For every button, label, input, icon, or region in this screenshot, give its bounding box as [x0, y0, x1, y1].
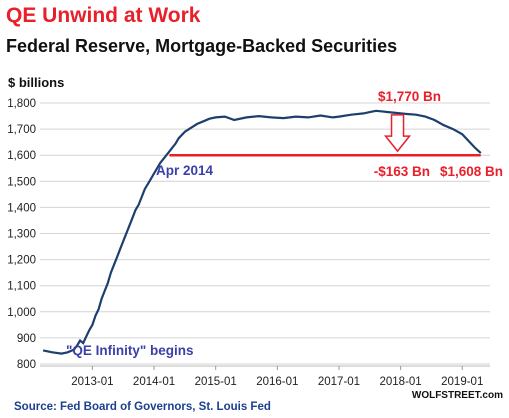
x-tick-label: 2014-01: [133, 376, 175, 388]
annotation-decline: -$163 Bn: [374, 164, 430, 179]
annotation-peak-value: $1,770 Bn: [378, 89, 441, 104]
gridlines: [40, 102, 490, 367]
y-tick-label: 900: [17, 333, 36, 345]
x-tick-label: 2015-01: [195, 376, 237, 388]
series-line: [42, 109, 482, 355]
x-tick-label: 2018-01: [380, 376, 422, 388]
x-tick-labels: 2013-01 2014-01 2015-01 2016-01 2017-01 2018-…: [71, 366, 483, 388]
y-tick-label: 800: [17, 359, 36, 371]
y-tick-labels: 800 900 1,000 1,100 1,200 1,300 1,400 1,500 1,60…: [7, 98, 36, 371]
y-tick-label: 1,800: [7, 98, 36, 110]
annotation-qe-infinity: "QE Infinity" begins: [66, 343, 194, 358]
x-tick-label: 2019-01: [441, 376, 483, 388]
y-tick-label: 1,100: [7, 281, 36, 293]
annotations: $1,770 Bn $1,608 Bn -$163 Bn Apr 2014 "QE In…: [66, 89, 503, 358]
source-note: Source: Fed Board of Governors, St. Loui…: [14, 401, 271, 413]
x-tick-label: 2017-01: [318, 376, 360, 388]
y-tick-label: 1,600: [7, 150, 36, 162]
y-tick-label: 1,200: [7, 255, 36, 267]
x-tick-label: 2016-01: [256, 376, 298, 388]
chart-title: QE Unwind at Work: [6, 4, 201, 27]
annotation-apr-2014: Apr 2014: [156, 163, 214, 178]
y-tick-label: 1,500: [7, 176, 36, 188]
y-tick-label: 1,400: [7, 202, 36, 214]
decline-arrow: [383, 114, 412, 153]
chart-subtitle: Federal Reserve, Mortgage-Backed Securit…: [6, 36, 398, 56]
watermark: WOLFSTREET.com: [412, 390, 503, 401]
y-axis-label: $ billions: [8, 75, 64, 90]
y-tick-label: 1,300: [7, 229, 36, 241]
y-tick-label: 1,000: [7, 307, 36, 319]
annotation-current-value: $1,608 Bn: [440, 164, 503, 179]
y-tick-label: 1,700: [7, 124, 36, 136]
x-tick-label: 2013-01: [71, 376, 113, 388]
